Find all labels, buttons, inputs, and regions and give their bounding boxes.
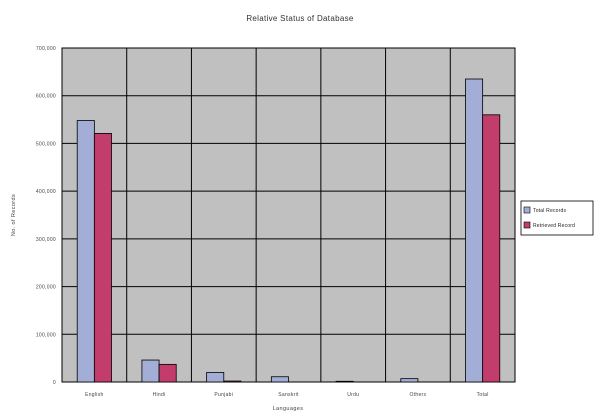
y-tick-label: 0 [53, 380, 56, 386]
bar-total-records-english [76, 120, 95, 383]
legend-swatch-retrieved-record [523, 221, 531, 229]
bar-total-records-hindi [141, 359, 160, 383]
chart-title: Relative Status of Database [246, 14, 354, 23]
x-tick-label: Urdu [347, 392, 359, 398]
bar-retrieved-record-hindi [158, 363, 177, 383]
y-tick-label: 300,000 [36, 237, 56, 243]
legend-label-total-records: Total Records [533, 208, 566, 214]
bar-retrieved-record-english [93, 133, 112, 383]
x-tick-label: Sanskrit [278, 392, 299, 398]
legend: Total Records Retrieved Record [520, 200, 594, 236]
y-tick-label: 100,000 [36, 332, 56, 338]
legend-swatch-total-records [523, 206, 531, 214]
y-tick-label: 700,000 [36, 46, 56, 52]
x-tick-label: English [85, 392, 104, 398]
bar-retrieved-record-punjabi [223, 380, 242, 383]
y-axis-label: No. of Records [11, 194, 17, 236]
bars [76, 78, 501, 383]
legend-label-retrieved-record: Retrieved Record [533, 223, 575, 229]
bar-total-records-sanskrit [270, 376, 289, 383]
bar-total-records-others [400, 378, 419, 383]
x-tick-labels: English Hindi Punjabi Sanskrit Urdu Others Tot… [85, 392, 489, 398]
y-tick-label: 200,000 [36, 285, 56, 291]
x-tick-label: Total [477, 392, 489, 398]
y-tick-label: 500,000 [36, 141, 56, 147]
y-tick-label: 600,000 [36, 94, 56, 100]
bar-retrieved-record-total [482, 114, 501, 383]
y-tick-labels: 0 100,000 200,000 300,000 400,000 500,000 600,… [36, 46, 56, 386]
bar-total-records-urdu [335, 380, 354, 383]
x-tick-label: Punjabi [214, 392, 233, 398]
legend-box [520, 200, 594, 236]
bar-total-records-total [465, 78, 484, 383]
x-tick-label: Hindi [153, 392, 166, 398]
x-tick-label: Others [410, 392, 427, 398]
y-tick-label: 400,000 [36, 189, 56, 195]
bar-total-records-punjabi [206, 372, 225, 383]
gridlines [62, 48, 515, 382]
plot-area [61, 47, 516, 383]
x-axis-label: Languages [273, 406, 304, 412]
